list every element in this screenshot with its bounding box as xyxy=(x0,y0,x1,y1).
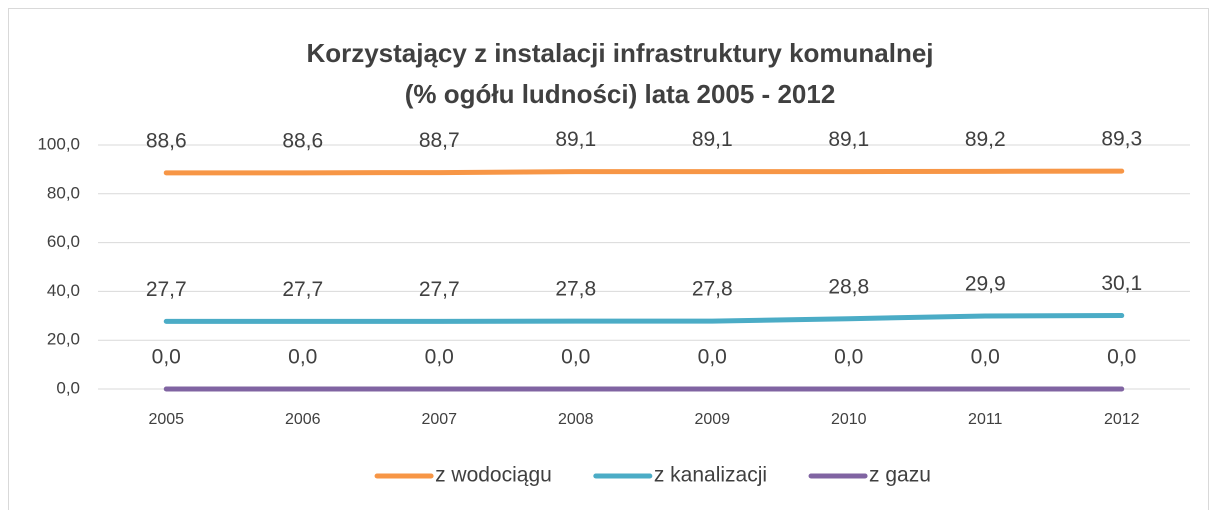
data-label: 89,1 xyxy=(692,128,733,151)
line-series xyxy=(163,313,1125,324)
x-tick-label: 2007 xyxy=(421,411,457,428)
y-tick-label: 40,0 xyxy=(47,281,80,300)
data-label: 27,8 xyxy=(555,278,596,301)
data-label: 30,1 xyxy=(1101,272,1142,295)
y-tick-label: 60,0 xyxy=(47,232,80,251)
data-label: 88,6 xyxy=(282,129,323,152)
data-label: 0,0 xyxy=(561,346,590,369)
data-label: 89,3 xyxy=(1101,128,1142,151)
x-tick-label: 2006 xyxy=(285,411,321,428)
data-label: 27,8 xyxy=(692,278,733,301)
legend-label: z kanalizacji xyxy=(654,464,767,487)
data-label: 0,0 xyxy=(698,346,727,369)
legend-label: z wodociągu xyxy=(435,464,552,487)
y-tick-label: 20,0 xyxy=(47,330,80,349)
line-series xyxy=(163,168,1125,176)
data-label: 88,7 xyxy=(419,129,460,152)
x-tick-label: 2010 xyxy=(831,411,867,428)
data-label: 0,0 xyxy=(288,346,317,369)
data-label: 29,9 xyxy=(965,273,1006,296)
x-tick-label: 2012 xyxy=(1104,411,1140,428)
data-label: 0,0 xyxy=(425,346,454,369)
y-tick-label: 80,0 xyxy=(47,183,80,202)
x-tick-label: 2008 xyxy=(558,411,594,428)
data-label: 28,8 xyxy=(828,275,869,298)
x-tick-label: 2009 xyxy=(694,411,730,428)
y-tick-label: 100,0 xyxy=(37,134,80,153)
data-label: 0,0 xyxy=(971,346,1000,369)
data-label: 27,7 xyxy=(419,278,460,301)
data-label: 0,0 xyxy=(834,346,863,369)
data-label: 27,7 xyxy=(146,278,187,301)
x-tick-label: 2011 xyxy=(968,411,1003,428)
chart-subtitle: (% ogółu ludności) lata 2005 - 2012 xyxy=(405,79,836,109)
data-label: 89,1 xyxy=(555,128,596,151)
legend-label: z gazu xyxy=(869,464,931,487)
data-label: 27,7 xyxy=(282,278,323,301)
data-label: 89,1 xyxy=(828,128,869,151)
data-label: 0,0 xyxy=(152,346,181,369)
x-tick-label: 2005 xyxy=(148,411,184,428)
chart-title: Korzystający z instalacji infrastruktury… xyxy=(306,38,933,68)
y-tick-label: 0,0 xyxy=(56,378,80,397)
legend-item: z kanalizacji xyxy=(593,464,767,487)
legend-item: z gazu xyxy=(808,464,931,487)
legend-item: z wodociągu xyxy=(374,464,552,487)
data-label: 88,6 xyxy=(146,129,187,152)
data-label: 0,0 xyxy=(1107,346,1136,369)
data-label: 89,2 xyxy=(965,128,1006,151)
